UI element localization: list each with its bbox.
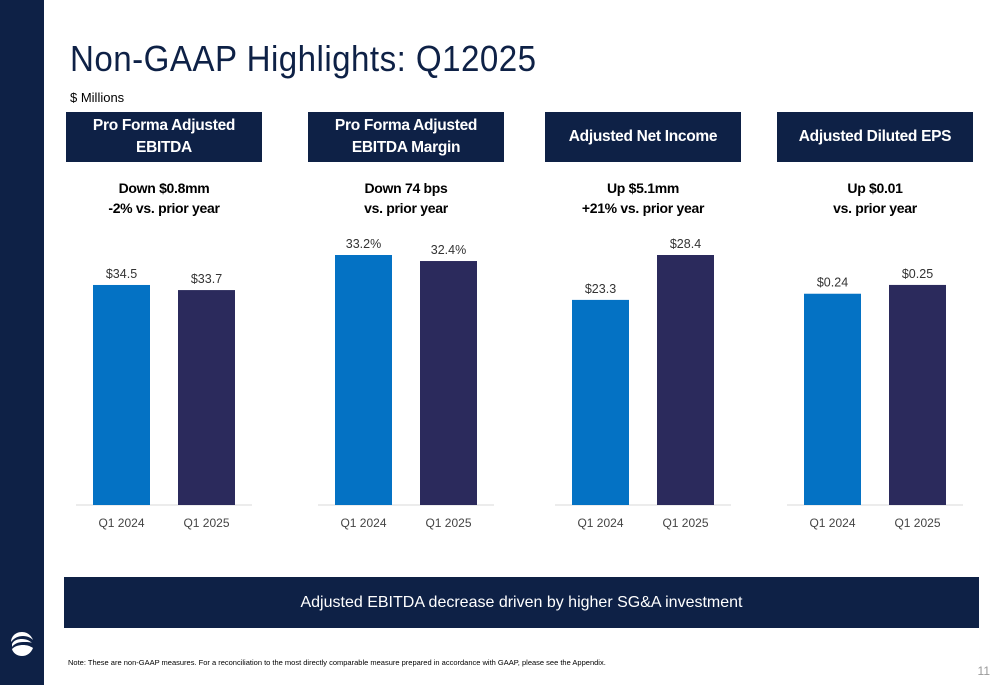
x-tick-label: Q1 2024 — [809, 516, 855, 530]
chart-panel-3: Adjusted Net Income Up $5.1mm +21% vs. pri… — [545, 112, 741, 530]
summary-line-1: Down 74 bps — [364, 180, 448, 196]
data-label: $33.7 — [191, 272, 222, 286]
page-title: Non-GAAP Highlights: Q12025 — [70, 38, 537, 79]
bar-q1-2024 — [804, 293, 861, 505]
bar-q1-2024 — [93, 284, 150, 505]
bar-chart: $0.24 Q1 2024 $0.25 Q1 2025 — [787, 267, 963, 530]
summary-line-1: Up $0.01 — [847, 180, 903, 196]
summary-line-2: vs. prior year — [364, 200, 448, 216]
company-logo-icon — [11, 632, 33, 656]
page-subtitle: $ Millions — [70, 90, 125, 105]
bar-q1-2025 — [657, 255, 714, 505]
summary-line-1: Down $0.8mm — [118, 180, 210, 196]
x-tick-label: Q1 2025 — [662, 516, 708, 530]
chart-title: Adjusted Diluted EPS — [777, 112, 973, 162]
sidebar — [0, 0, 44, 685]
x-tick-label: Q1 2025 — [894, 516, 940, 530]
page-number: 11 — [977, 664, 990, 678]
bar-q1-2025 — [889, 284, 946, 505]
data-label: $0.25 — [902, 267, 933, 281]
bar-q1-2024 — [335, 255, 392, 505]
chart-panel-4: Adjusted Diluted EPS Up $0.01 vs. prior ye… — [777, 112, 973, 530]
data-label: 32.4% — [431, 243, 466, 257]
summary-line-2: -2% vs. prior year — [108, 200, 220, 216]
bar-chart: 33.2% Q1 2024 32.4% Q1 2025 — [318, 237, 494, 530]
chart-panel-2: Pro Forma Adjusted EBITDA Margin Down 74 … — [308, 112, 504, 530]
summary-line-1: Up $5.1mm — [607, 180, 679, 196]
chart-panel-1: Pro Forma Adjusted EBITDA Down $0.8mm -2% … — [66, 112, 262, 530]
x-tick-label: Q1 2025 — [425, 516, 471, 530]
bar-q1-2025 — [420, 261, 477, 505]
bar-q1-2025 — [178, 290, 235, 505]
data-label: $23.3 — [585, 282, 616, 296]
footnote: Note: These are non-GAAP measures. For a… — [68, 658, 606, 667]
chart-title: Pro Forma Adjusted EBITDA Margin — [308, 112, 504, 162]
summary-line-2: +21% vs. prior year — [581, 200, 705, 216]
summary-banner: Adjusted EBITDA decrease driven by highe… — [64, 577, 979, 628]
x-tick-label: Q1 2025 — [183, 516, 229, 530]
x-tick-label: Q1 2024 — [340, 516, 386, 530]
chart-summary: Down 74 bps vs. prior year — [308, 178, 504, 218]
data-label: $34.5 — [106, 267, 137, 281]
data-label: $28.4 — [670, 237, 701, 251]
chart-title: Adjusted Net Income — [545, 112, 741, 162]
bar-q1-2024 — [572, 299, 629, 505]
chart-title: Pro Forma Adjusted EBITDA — [66, 112, 262, 162]
data-label: $0.24 — [817, 276, 848, 290]
x-tick-label: Q1 2024 — [98, 516, 144, 530]
x-tick-label: Q1 2024 — [577, 516, 623, 530]
summary-line-2: vs. prior year — [833, 200, 917, 216]
bar-chart: $23.3 Q1 2024 $28.4 Q1 2025 — [555, 237, 731, 530]
chart-summary: Up $5.1mm +21% vs. prior year — [545, 178, 741, 218]
chart-summary: Up $0.01 vs. prior year — [777, 178, 973, 218]
data-label: 33.2% — [346, 237, 381, 251]
bar-chart: $34.5 Q1 2024 $33.7 Q1 2025 — [76, 267, 252, 530]
chart-summary: Down $0.8mm -2% vs. prior year — [66, 178, 262, 218]
